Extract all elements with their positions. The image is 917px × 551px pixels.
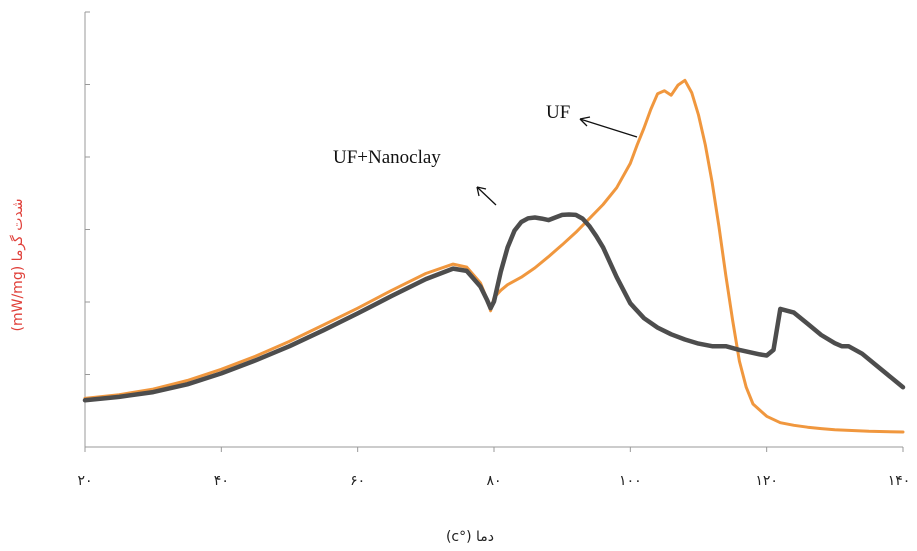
annotation-arrowhead-uf-nanoclay <box>476 186 487 197</box>
x-tick-label: ۱۲۰ <box>755 473 778 489</box>
annotation-uf: UF <box>546 102 570 123</box>
y-ticks <box>85 11 90 375</box>
series-line-uf-nanoclay <box>82 212 906 403</box>
x-tick-label: ۸۰ <box>486 473 501 489</box>
x-ticks <box>84 447 904 452</box>
x-tick-label: ۴۰ <box>214 473 229 489</box>
axes <box>84 12 903 448</box>
annotation-uf-nanoclay: UF+Nanoclay <box>333 147 441 168</box>
x-axis-title: دما (°c) <box>446 529 494 545</box>
x-tick-label: ۶۰ <box>350 473 365 489</box>
y-axis-title: شدت گرما (mW/mg) <box>9 199 26 332</box>
x-tick-label: ۲۰ <box>77 473 92 489</box>
x-tick-label: ۱۴۰ <box>888 473 911 489</box>
series-line-uf <box>83 78 905 434</box>
x-tick-label: ۱۰۰ <box>619 473 642 489</box>
series-layer <box>82 78 906 434</box>
x-tick-labels: ۲۰ ۴۰ ۶۰ ۸۰ ۱۰۰ ۱۲۰ ۱۴۰ <box>77 473 910 489</box>
annotation-arrowhead-uf <box>579 116 591 127</box>
annotation-arrow-uf <box>579 118 638 138</box>
annotation-arrow-uf-nanoclay <box>476 186 497 206</box>
